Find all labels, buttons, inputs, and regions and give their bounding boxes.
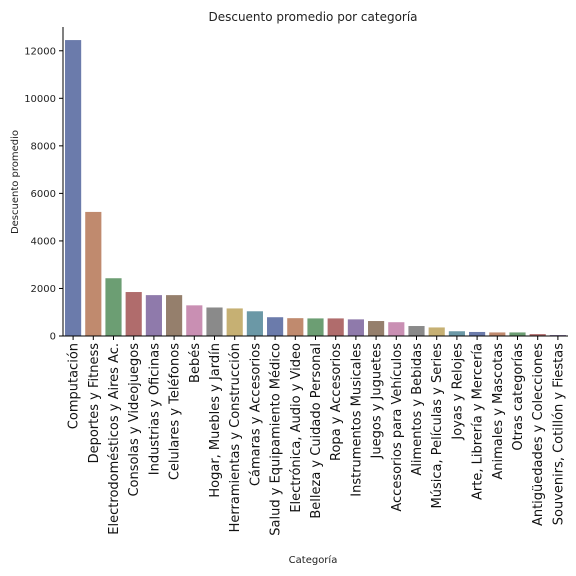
x-tick-label: Otras categorías [511,343,526,451]
y-tick-label: 2000 [31,284,56,295]
y-tick-label: 12000 [24,46,56,57]
x-tick-label: Herramientas y Construcción [228,343,243,532]
bar [368,321,385,336]
x-tick-label: Accesorios para Vehículos [390,343,405,512]
bar [448,331,465,336]
x-tick-label: Hogar, Muebles y Jardín [208,343,223,498]
bar [529,334,546,336]
y-axis-title: Descuento promedio [10,130,21,234]
bar [125,292,142,336]
y-tick-label: 10000 [24,94,56,105]
x-tick-label: Celulares y Teléfonos [168,343,183,480]
x-tick-label: Deportes y Fitness [87,343,102,464]
x-tick-label: Electrodomésticos y Aires Ac. [107,343,122,535]
x-tick-label: Cámaras y Accesorios [248,343,263,486]
bar [287,318,304,336]
x-tick-label: Industrias y Oficinas [147,343,162,475]
bar [186,305,203,336]
y-axis: 0 2000 4000 6000 8000 10000 12000 [24,27,64,343]
x-tick-label: Juegos y Juguetes [370,343,385,460]
bar [226,308,243,336]
bar [307,318,324,336]
x-tick-label: Alimentos y Bebidas [410,343,425,476]
y-tick-label: 8000 [31,141,56,152]
bars-group [65,40,566,336]
x-tick-label: Música, Películas y Series [430,343,445,509]
y-tick-label: 4000 [31,236,56,247]
bar [469,331,486,336]
bar [327,318,344,336]
bar [166,295,183,336]
x-tick-label: Antigüedades y Colecciones [531,343,546,526]
x-tick-label: Arte, Librería y Mercería [471,343,486,500]
x-tick-label: Joyas y Relojes [450,343,465,441]
y-tick-label: 6000 [31,189,56,200]
bar [388,322,405,336]
chart-title: Descuento promedio por categoría [208,10,417,24]
bar [509,332,526,336]
bar [105,278,122,336]
x-tick-label: Ropa y Accesorios [329,343,344,461]
x-axis-title: Categoría [289,554,338,566]
bar [246,311,263,336]
y-tick-label: 0 [50,332,56,343]
bar [489,332,506,336]
bar [85,211,102,336]
bar [145,295,162,336]
bar [428,327,445,336]
bar [206,307,223,336]
x-tick-label: Instrumentos Musicales [349,343,364,497]
x-tick-label: Belleza y Cuidado Personal [309,343,324,519]
bar [408,326,425,336]
x-tick-label: Salud y Equipamiento Médico [269,343,284,536]
x-tick-label: Computación [67,343,82,429]
x-tick-label: Electrónica, Audio y Video [289,343,304,513]
x-tick-label: Consolas y Videojuegos [127,343,142,497]
x-tick-label: Animales y Mascotas [491,343,506,480]
x-tick-label: Souvenirs, Cotillón y Fiestas [551,343,566,525]
x-tick-label: Bebés [188,343,203,383]
bar [267,317,284,336]
bar [347,319,364,336]
x-axis: Computación Deportes y Fitness Electrodomé… [63,335,568,536]
bar [65,40,82,336]
